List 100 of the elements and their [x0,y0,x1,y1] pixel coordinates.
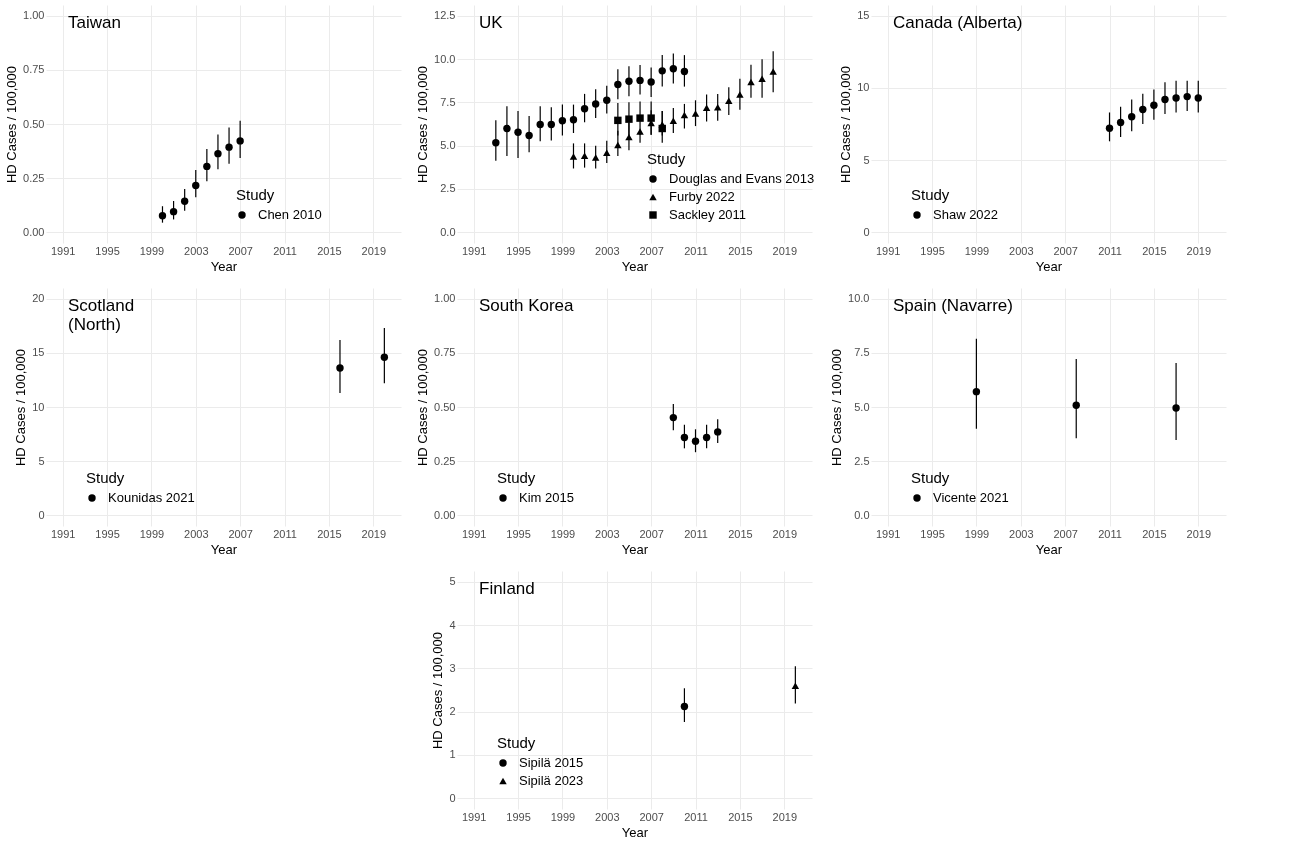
point [1161,95,1169,104]
point [591,100,600,108]
x-tick-label: 1991 [50,527,76,540]
y-tick-label: 1.00 [23,9,45,22]
point [603,96,611,104]
x-tick-label: 2007 [639,527,664,540]
chart-title: Spain (Navarre) [893,296,1013,315]
x-tick-label: 1995 [506,810,531,823]
point [636,128,644,135]
point [203,162,211,171]
legend-title: Study [236,186,275,203]
legend-label: Sipilä 2023 [519,773,584,788]
x-tick-label: 2011 [273,244,297,257]
x-tick-label: 2015 [317,527,342,540]
x-tick-label: 2019 [361,527,387,540]
point [714,104,722,111]
point [558,117,567,125]
x-tick-label: 2011 [273,527,297,540]
x-tick-label: 2007 [228,527,253,540]
point [691,437,700,445]
point [1172,94,1180,102]
chart-title: South Korea [479,296,575,315]
y-tick-label: 0.50 [23,117,45,130]
chart-title: UK [479,13,504,32]
x-tick-label: 2019 [772,527,798,540]
y-tick-label: 0.75 [23,63,45,76]
legend-title: Study [497,734,536,751]
point [614,116,622,125]
x-tick-label: 2007 [639,810,664,823]
point [492,138,500,147]
legend-label: Vicente 2021 [933,490,1009,505]
point [1139,105,1147,114]
point [547,120,555,129]
y-tick-label: 5 [863,153,870,166]
y-tick-label: 10.0 [848,292,870,305]
y-axis-title: HD Cases / 100,000 [415,65,431,184]
y-tick-label: 5.0 [854,400,870,413]
x-tick-label: 2003 [1009,527,1034,540]
y-tick-label: 10.0 [434,52,456,65]
point [158,212,167,220]
x-tick-label: 2003 [1009,244,1034,257]
x-axis-title: Year [1035,541,1063,557]
y-axis-title: HD Cases / 100,000 [13,348,29,467]
point [669,65,678,73]
point [669,117,678,124]
x-tick-label: 2011 [1098,527,1122,540]
point [680,67,689,76]
point [536,120,544,129]
y-tick-label: 0.50 [434,400,456,413]
y-tick-label: 20 [32,292,45,305]
legend-label: Chen 2010 [258,207,322,222]
point [503,124,511,133]
x-tick-label: 2019 [772,810,798,823]
point [747,78,755,86]
point [714,428,722,436]
point [625,77,633,85]
point [1128,113,1136,121]
x-tick-label: 2011 [684,244,708,257]
legend-label: Kounidas 2021 [108,490,195,505]
x-tick-label: 1999 [964,244,990,257]
y-tick-label: 10 [32,400,45,413]
point [192,181,200,190]
legend-label: Douglas and Evans 2013 [669,171,815,186]
x-tick-label: 2003 [184,244,209,257]
y-tick-label: 10 [857,81,870,94]
text: Scotland (North) [68,296,135,334]
y-axis-title: HD Cases / 100,000 [4,65,20,184]
point [636,114,644,122]
point [1105,124,1114,133]
x-tick-label: 1999 [139,244,165,257]
legend-label: Sackley 2011 [669,207,747,222]
x-axis-title: Year [1035,258,1063,274]
x-tick-label: 2015 [1142,527,1167,540]
y-tick-label: 0 [863,225,870,238]
y-axis-title: HD Cases / 100,000 [829,348,845,467]
x-tick-label: 1999 [550,244,576,257]
point [614,141,622,149]
point [1194,94,1202,102]
y-tick-label: 7.5 [440,95,456,108]
point [1116,118,1125,127]
x-tick-label: 1995 [920,244,945,257]
point [702,104,711,111]
point [236,137,244,145]
point [636,76,644,85]
x-tick-label: 1991 [875,244,901,257]
y-tick-label: 0.00 [23,225,45,238]
x-axis-title: Year [621,541,649,557]
point [680,111,689,119]
legend-label: Furby 2022 [669,189,735,204]
x-tick-label: 2015 [1142,244,1167,257]
x-tick-label: 1999 [550,527,576,540]
x-tick-label: 2007 [639,244,664,257]
y-tick-label: 2.5 [440,182,456,195]
point [758,75,766,83]
y-tick-label: 0.0 [440,225,456,238]
point [1072,401,1080,409]
x-tick-label: 2011 [684,810,708,823]
legend-label: Shaw 2022 [933,207,999,222]
x-tick-label: 2007 [1053,244,1078,257]
x-tick-label: 1995 [506,244,531,257]
